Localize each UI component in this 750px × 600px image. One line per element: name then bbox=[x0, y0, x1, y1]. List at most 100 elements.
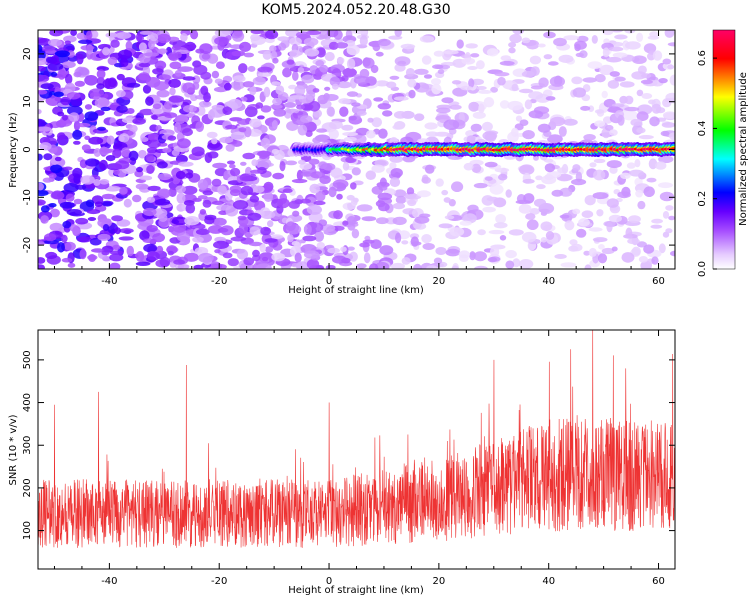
x-tick-label: 40 bbox=[542, 576, 555, 587]
noise-blob bbox=[73, 198, 83, 205]
noise-blob bbox=[500, 55, 511, 61]
y-tick-label: 200 bbox=[22, 478, 33, 497]
noise-blob bbox=[84, 135, 91, 140]
noise-blob bbox=[206, 131, 218, 139]
noise-blob bbox=[252, 185, 265, 194]
noise-blob bbox=[199, 43, 213, 54]
noise-blob bbox=[145, 153, 155, 162]
noise-blob bbox=[592, 237, 608, 243]
noise-blob bbox=[72, 129, 83, 140]
noise-blob bbox=[659, 191, 675, 202]
noise-blob bbox=[271, 148, 279, 155]
noise-blob bbox=[277, 36, 290, 42]
noise-blob bbox=[441, 97, 454, 104]
noise-blob bbox=[468, 101, 480, 112]
noise-blob bbox=[57, 111, 65, 117]
noise-blob bbox=[658, 78, 668, 84]
noise-blob bbox=[617, 114, 625, 126]
noise-blob bbox=[359, 242, 370, 248]
noise-blob bbox=[375, 51, 384, 57]
noise-blob bbox=[227, 258, 239, 267]
noise-blob bbox=[660, 130, 670, 137]
noise-blob bbox=[648, 99, 656, 105]
noise-blob bbox=[636, 111, 649, 122]
noise-blob bbox=[86, 30, 93, 40]
noise-blob bbox=[593, 158, 606, 164]
noise-blob bbox=[272, 97, 283, 106]
noise-blob bbox=[335, 42, 348, 49]
noise-blob bbox=[38, 109, 42, 115]
x-tick-label: -20 bbox=[211, 576, 227, 587]
noise-blob bbox=[132, 194, 142, 203]
noise-blob bbox=[529, 55, 542, 65]
noise-blob bbox=[631, 246, 641, 256]
noise-blob bbox=[212, 162, 228, 169]
noise-blob bbox=[278, 42, 287, 51]
noise-blob bbox=[592, 192, 609, 200]
noise-blob bbox=[456, 39, 464, 49]
noise-blob bbox=[342, 161, 350, 171]
noise-blob bbox=[263, 86, 271, 98]
noise-blob bbox=[109, 250, 124, 255]
noise-blob bbox=[346, 58, 356, 70]
noise-blob bbox=[84, 75, 98, 86]
noise-blob bbox=[54, 156, 62, 162]
noise-blob bbox=[220, 225, 234, 236]
noise-blob bbox=[226, 160, 236, 165]
noise-blob bbox=[626, 162, 636, 169]
noise-blob bbox=[185, 172, 194, 179]
noise-blob bbox=[636, 89, 644, 97]
noise-blob bbox=[47, 62, 64, 71]
noise-blob bbox=[328, 41, 339, 50]
noise-blob bbox=[149, 124, 159, 132]
y-tick-label: 400 bbox=[22, 393, 33, 412]
colorbar-ticks: 0.0 0.2 0.4 0.6 bbox=[697, 50, 717, 277]
noise-blob bbox=[338, 98, 351, 105]
noise-blob bbox=[294, 85, 306, 96]
x-tick-label: -40 bbox=[101, 576, 117, 587]
noise-blob bbox=[411, 241, 422, 246]
noise-blob bbox=[232, 75, 246, 83]
noise-blob bbox=[247, 65, 256, 72]
noise-blob bbox=[81, 144, 91, 152]
noise-blob bbox=[326, 106, 335, 117]
noise-blob bbox=[505, 250, 517, 259]
noise-blob bbox=[91, 248, 105, 253]
noise-blob bbox=[304, 48, 320, 57]
noise-blob bbox=[272, 57, 279, 64]
noise-blob bbox=[361, 216, 377, 222]
noise-blob bbox=[540, 221, 553, 231]
noise-blob bbox=[244, 106, 258, 118]
noise-blob bbox=[372, 41, 381, 52]
noise-blob bbox=[49, 30, 64, 37]
noise-blob bbox=[635, 189, 643, 198]
x-tick-label: -40 bbox=[101, 276, 117, 287]
noise-blob bbox=[222, 252, 233, 259]
noise-blob bbox=[86, 209, 101, 215]
noise-blob bbox=[375, 217, 389, 225]
noise-blob bbox=[85, 158, 100, 167]
noise-blob bbox=[533, 198, 547, 208]
noise-blob bbox=[38, 201, 43, 206]
noise-blob bbox=[379, 245, 394, 256]
noise-blob bbox=[207, 151, 219, 159]
noise-blob bbox=[547, 61, 559, 66]
noise-blob bbox=[242, 81, 255, 88]
noise-blob bbox=[240, 185, 254, 196]
noise-blob bbox=[425, 131, 439, 137]
noise-blob bbox=[634, 159, 641, 168]
noise-blob bbox=[264, 238, 278, 243]
noise-blob bbox=[670, 250, 675, 257]
noise-blob bbox=[316, 128, 328, 133]
noise-blob bbox=[116, 105, 128, 113]
noise-blob bbox=[292, 210, 300, 217]
noise-blob bbox=[342, 220, 349, 226]
noise-blob bbox=[61, 257, 73, 263]
spectrogram-panel: -40 -20 0 20 40 60 -20 -10 0 10 20 Height of stra… bbox=[8, 29, 676, 296]
noise-blob bbox=[38, 190, 49, 197]
noise-blob bbox=[346, 45, 360, 56]
noise-blob bbox=[523, 193, 535, 204]
noise-blob bbox=[126, 82, 141, 88]
noise-blob bbox=[488, 229, 505, 235]
noise-blob bbox=[116, 219, 131, 227]
